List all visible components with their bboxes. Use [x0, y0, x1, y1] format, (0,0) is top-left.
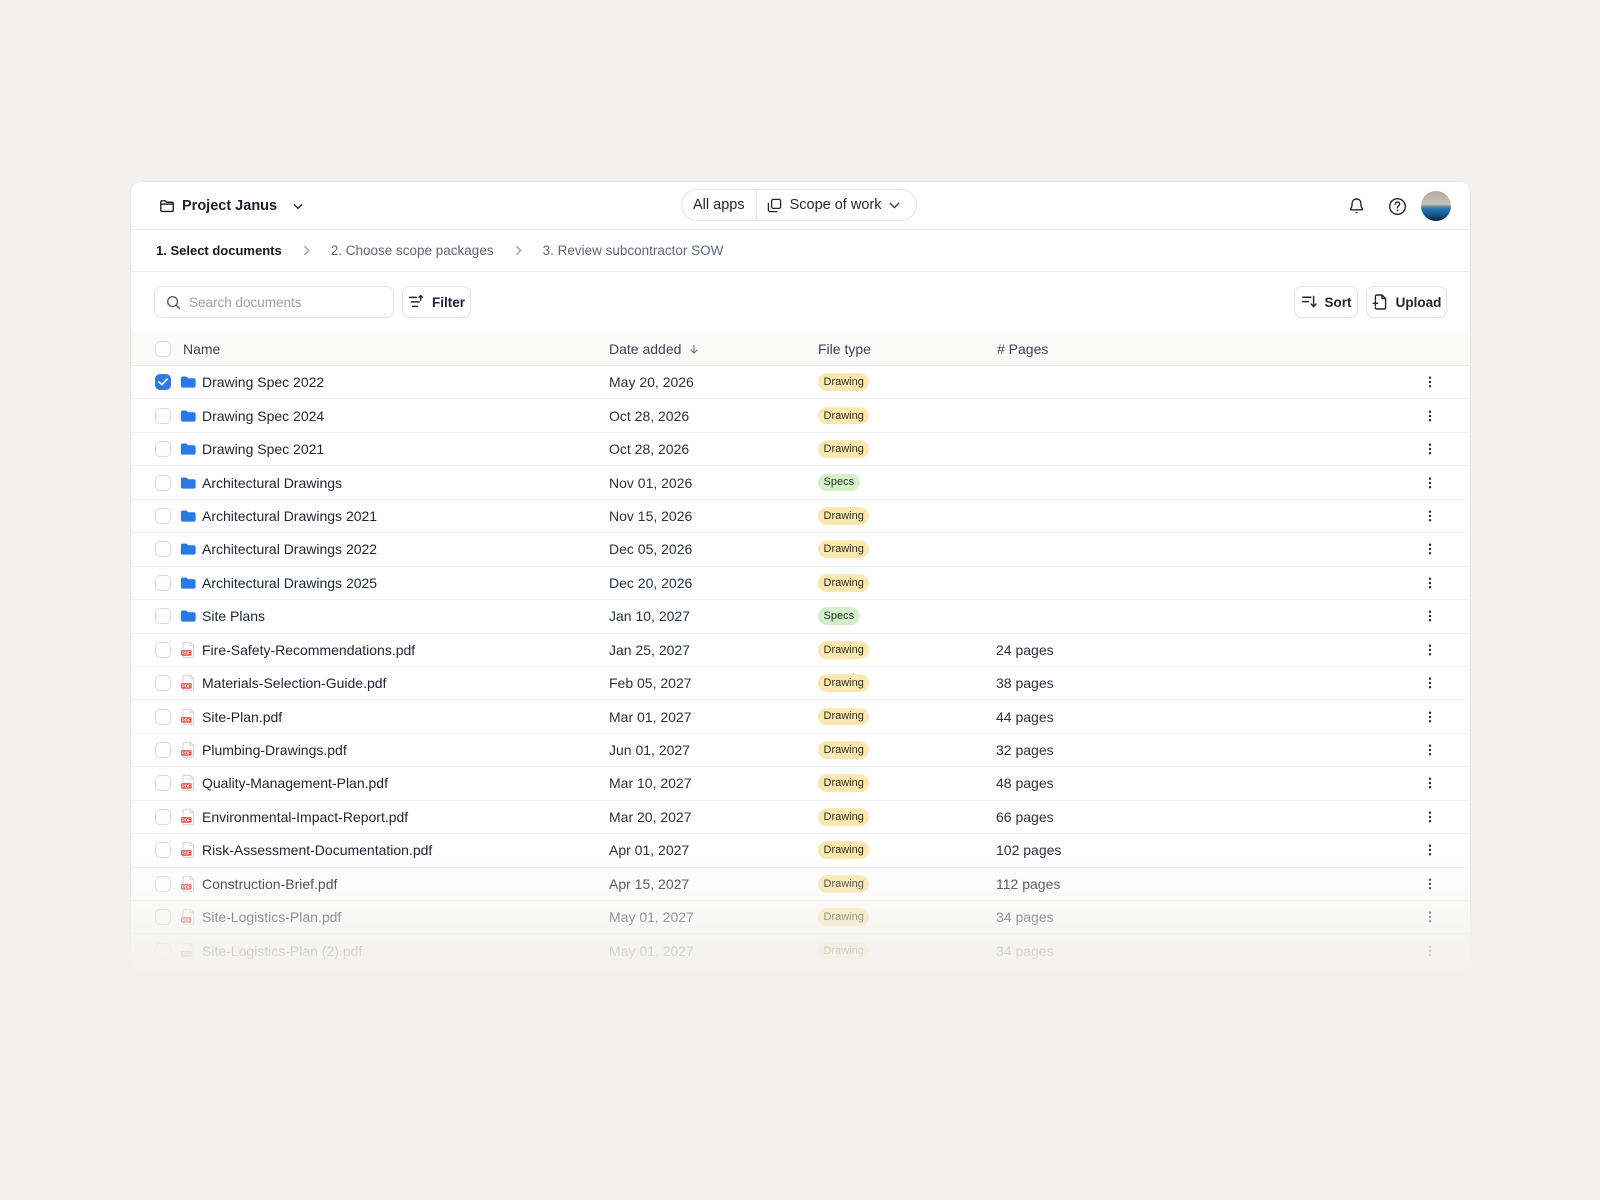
svg-text:PDF: PDF [182, 717, 191, 722]
svg-text:PDF: PDF [182, 951, 191, 956]
svg-text:PDF: PDF [182, 650, 191, 655]
svg-text:PDF: PDF [182, 750, 191, 755]
svg-text:PDF: PDF [182, 784, 191, 789]
svg-text:PDF: PDF [182, 684, 191, 689]
svg-text:PDF: PDF [182, 918, 191, 923]
svg-text:PDF: PDF [182, 851, 191, 856]
svg-text:PDF: PDF [182, 817, 191, 822]
svg-text:PDF: PDF [182, 884, 191, 889]
